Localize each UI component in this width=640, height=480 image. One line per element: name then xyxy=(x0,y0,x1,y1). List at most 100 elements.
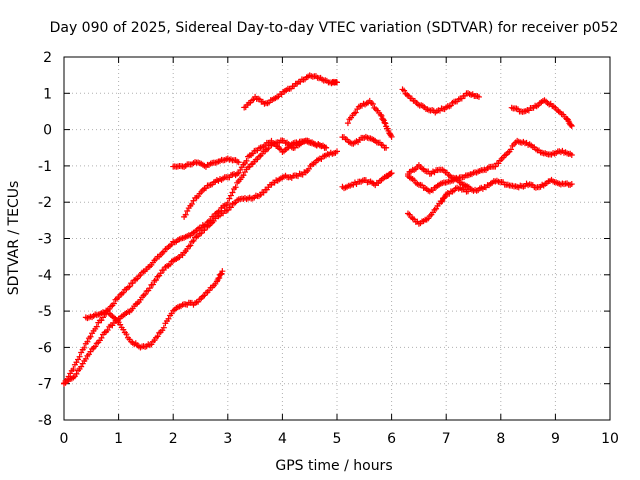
data-point xyxy=(240,172,247,179)
data-point xyxy=(219,268,226,275)
data-point xyxy=(323,144,330,151)
data-point xyxy=(104,327,111,334)
data-point xyxy=(344,120,351,127)
data-point xyxy=(188,201,195,208)
data-point xyxy=(401,87,408,94)
y-tick-label: -4 xyxy=(38,268,52,284)
series-track-b xyxy=(61,148,340,387)
y-tick-label: -3 xyxy=(38,232,52,248)
data-point xyxy=(507,146,514,153)
data-point xyxy=(334,148,340,155)
data-point xyxy=(381,119,388,126)
grid xyxy=(64,57,610,420)
data-point xyxy=(84,338,91,345)
y-tick-label: 2 xyxy=(43,50,52,66)
y-tick-label: 1 xyxy=(43,86,52,102)
series-track-j xyxy=(399,86,482,116)
data-point xyxy=(377,111,384,118)
data-point xyxy=(93,323,100,330)
x-tick-label: 7 xyxy=(442,431,451,447)
x-tick-label: 0 xyxy=(60,431,69,447)
data-point xyxy=(217,271,224,278)
x-tick-label: 6 xyxy=(387,431,396,447)
data-point xyxy=(73,370,80,377)
data-point xyxy=(352,109,359,116)
data-point xyxy=(388,133,395,140)
series-track-d xyxy=(170,155,242,170)
y-tick-label: -6 xyxy=(38,340,52,356)
data-point xyxy=(382,120,389,127)
data-point xyxy=(438,198,445,205)
data-point xyxy=(100,314,106,321)
data-point xyxy=(126,283,133,290)
data-point xyxy=(154,333,161,340)
x-tick-label: 1 xyxy=(114,431,123,447)
x-tick-label: 3 xyxy=(223,431,232,447)
data-point xyxy=(380,116,387,123)
data-point xyxy=(388,170,395,177)
data-point xyxy=(465,188,472,195)
data-point xyxy=(142,291,149,298)
series-track-n xyxy=(508,97,575,129)
data-point xyxy=(110,300,117,307)
y-tick-label: -8 xyxy=(38,413,52,429)
data-point xyxy=(383,144,390,151)
y-axis-label: SDTVAR / TECUs xyxy=(6,181,22,296)
series-track-h xyxy=(344,97,395,140)
x-tick-label: 2 xyxy=(169,431,178,447)
y-tick-label: -5 xyxy=(38,304,52,320)
data-point xyxy=(87,333,94,340)
data-point xyxy=(149,281,156,288)
data-point xyxy=(227,192,234,199)
data-point xyxy=(227,204,234,211)
x-tick-label: 10 xyxy=(601,431,619,447)
data-point xyxy=(165,315,172,322)
y-tick-label: -7 xyxy=(38,377,52,393)
data-point xyxy=(76,353,83,360)
data-point xyxy=(369,100,376,107)
data-point xyxy=(568,181,575,188)
data-point xyxy=(146,285,153,292)
data-point xyxy=(229,189,236,196)
data-point xyxy=(81,344,88,351)
series-track-c xyxy=(82,268,226,351)
data-point xyxy=(98,334,105,341)
series-track-e xyxy=(181,137,330,220)
data-point xyxy=(70,366,77,373)
y-tick-label: -1 xyxy=(38,159,52,175)
data-point xyxy=(226,195,233,202)
x-tick-label: 8 xyxy=(496,431,505,447)
y-tick-label: 0 xyxy=(43,123,52,139)
series-track-f xyxy=(241,72,340,111)
data-point xyxy=(92,343,99,350)
data-point xyxy=(201,227,208,234)
series-track-g xyxy=(339,170,395,192)
series-track-k xyxy=(404,137,575,195)
data-point xyxy=(475,93,482,100)
x-tick-label: 5 xyxy=(333,431,342,447)
data-points xyxy=(61,72,575,387)
data-point xyxy=(190,237,197,244)
series-track-m xyxy=(404,184,472,227)
data-point xyxy=(232,184,239,191)
series-track-i xyxy=(339,133,390,151)
data-point xyxy=(568,121,574,128)
data-point xyxy=(160,324,167,331)
data-point xyxy=(104,307,111,314)
axis-ticks: 0 1 2 3 4 5 6 7 8 9 10 -8 -7 -6 -5 -4 -3 -2 -1 0 1 2 xyxy=(38,50,619,447)
x-axis-label: GPS time / hours xyxy=(275,458,392,474)
data-point xyxy=(153,276,160,283)
data-point xyxy=(82,355,89,362)
chart-title: Day 090 of 2025, Sidereal Day-to-day VTE… xyxy=(50,20,619,36)
x-tick-label: 4 xyxy=(278,431,287,447)
data-point xyxy=(235,159,242,166)
data-point xyxy=(224,199,231,206)
data-point xyxy=(123,331,130,338)
data-point xyxy=(568,122,575,129)
data-point xyxy=(187,242,194,249)
data-point xyxy=(378,112,385,119)
data-point xyxy=(334,79,340,86)
data-point xyxy=(243,157,250,164)
x-tick-label: 9 xyxy=(551,431,560,447)
